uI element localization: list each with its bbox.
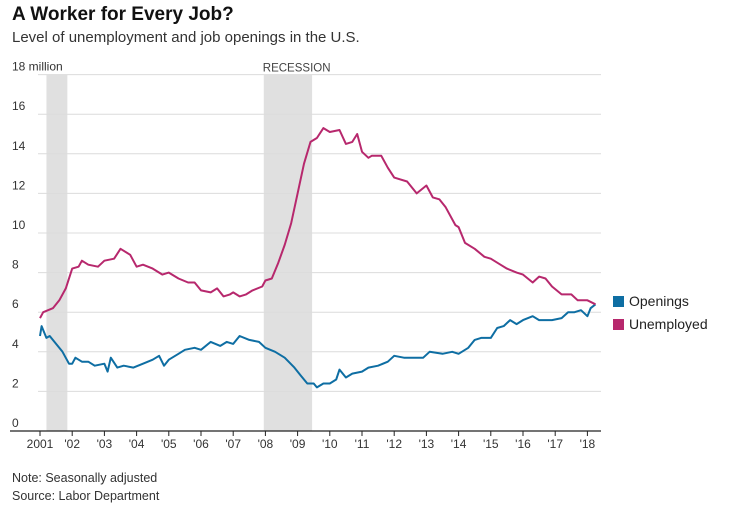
recession-band <box>263 74 313 431</box>
y-tick-label: 6 <box>12 297 19 311</box>
y-tick-label: 0 <box>12 416 19 430</box>
x-tick-label: '02 <box>64 437 80 451</box>
source-note: Source: Labor Department <box>12 489 160 503</box>
recession-label: RECESSION <box>263 63 331 75</box>
x-tick-label: '15 <box>483 437 499 451</box>
y-tick-label: 4 <box>12 337 19 351</box>
x-tick-label: '07 <box>225 437 241 451</box>
x-tick-label: '03 <box>97 437 113 451</box>
x-tick-label: '04 <box>129 437 145 451</box>
x-tick-label: '08 <box>258 437 274 451</box>
legend-label-unemployed: Unemployed <box>629 316 708 332</box>
x-tick-label: '09 <box>290 437 306 451</box>
legend-swatch-openings <box>613 295 624 307</box>
y-tick-label: 14 <box>12 139 26 153</box>
legend-item-unemployed: Unemployed <box>613 316 708 332</box>
y-tick-label: 2 <box>12 376 19 390</box>
x-tick-label: '14 <box>451 437 467 451</box>
y-tick-label: 16 <box>12 99 26 113</box>
y-tick-label: 8 <box>12 258 19 272</box>
footnote: Note: Seasonally adjusted <box>12 471 158 485</box>
line-chart: RECESSION 0 2 4 6 8 10 12 14 16 18 million 2001 '02 '… <box>10 60 601 451</box>
recession-band <box>46 74 68 431</box>
series-line-unemployed <box>39 127 596 319</box>
legend-label-openings: Openings <box>629 293 689 309</box>
legend-item-openings: Openings <box>613 293 689 309</box>
x-tick-label: '06 <box>193 437 209 451</box>
series-line-openings <box>39 303 597 389</box>
x-tick-label: '16 <box>515 437 531 451</box>
chart-title: A Worker for Every Job? <box>12 4 234 25</box>
x-tick-label: '05 <box>161 437 177 451</box>
y-tick-label: 10 <box>12 218 26 232</box>
x-tick-label: '12 <box>386 437 402 451</box>
y-tick-label: 12 <box>12 178 26 192</box>
x-tick-label: '17 <box>547 437 563 451</box>
x-tick-label: '18 <box>580 437 596 451</box>
x-tick-label: '13 <box>419 437 435 451</box>
y-tick-label: 18 million <box>12 60 63 74</box>
chart-subtitle: Level of unemployment and job openings i… <box>12 29 360 46</box>
legend-swatch-unemployed <box>613 318 624 330</box>
x-tick-label: '10 <box>322 437 338 451</box>
x-tick-label: '11 <box>355 437 370 451</box>
x-tick-label: 2001 <box>27 437 54 451</box>
